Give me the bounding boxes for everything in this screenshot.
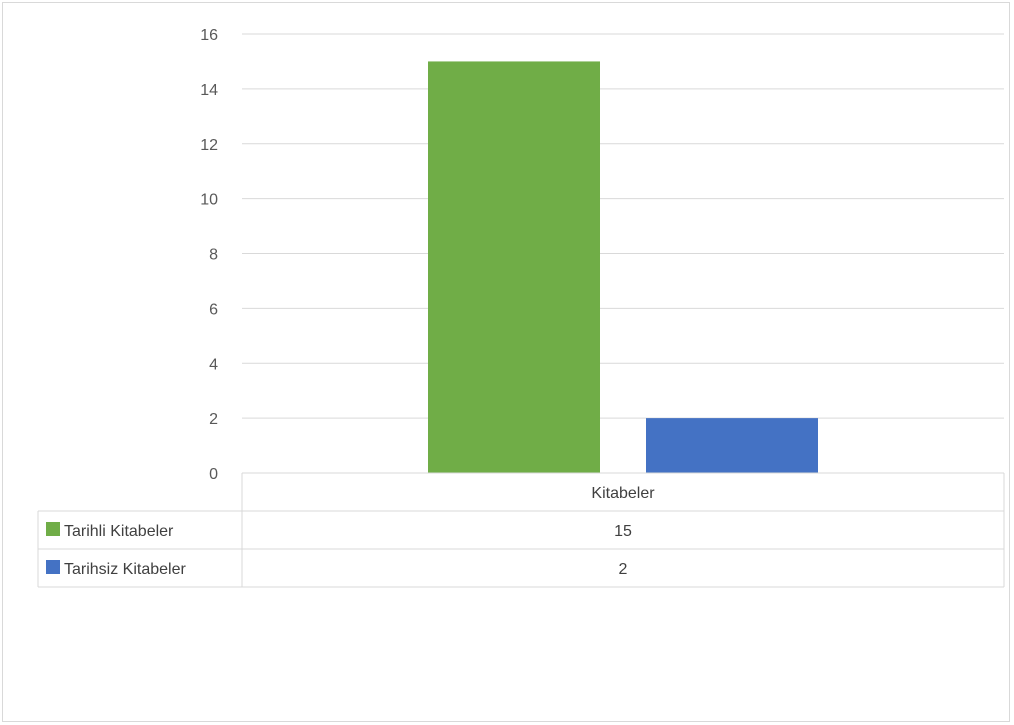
legend-label: Tarihsiz Kitabeler [64,561,187,578]
bar-tarihli-kitabeler [428,61,600,473]
x-category-label: Kitabeler [591,485,655,502]
y-tick-label: 4 [209,356,218,373]
y-tick-label: 12 [200,137,218,154]
y-tick-label: 2 [209,411,218,428]
gridlines [242,33,1004,419]
bar-tarihsiz-kitabeler [646,418,818,473]
y-tick-label: 8 [209,247,218,264]
data-table: Kitabeler Tarihli Kitabeler 15 Tarihsiz Kit… [37,472,1005,588]
y-axis-ticks: 0 2 4 6 8 10 12 14 16 [200,27,218,483]
legend-key [46,560,60,574]
legend-label: Tarihli Kitabeler [64,523,174,540]
y-tick-label: 10 [200,192,218,209]
data-table-value: 2 [619,561,628,578]
legend-key [46,522,60,536]
bars [428,61,818,473]
y-tick-label: 16 [200,27,218,44]
y-tick-label: 0 [209,466,218,483]
data-table-value: 15 [614,523,632,540]
y-tick-label: 6 [209,301,218,318]
y-tick-label: 14 [200,82,218,99]
